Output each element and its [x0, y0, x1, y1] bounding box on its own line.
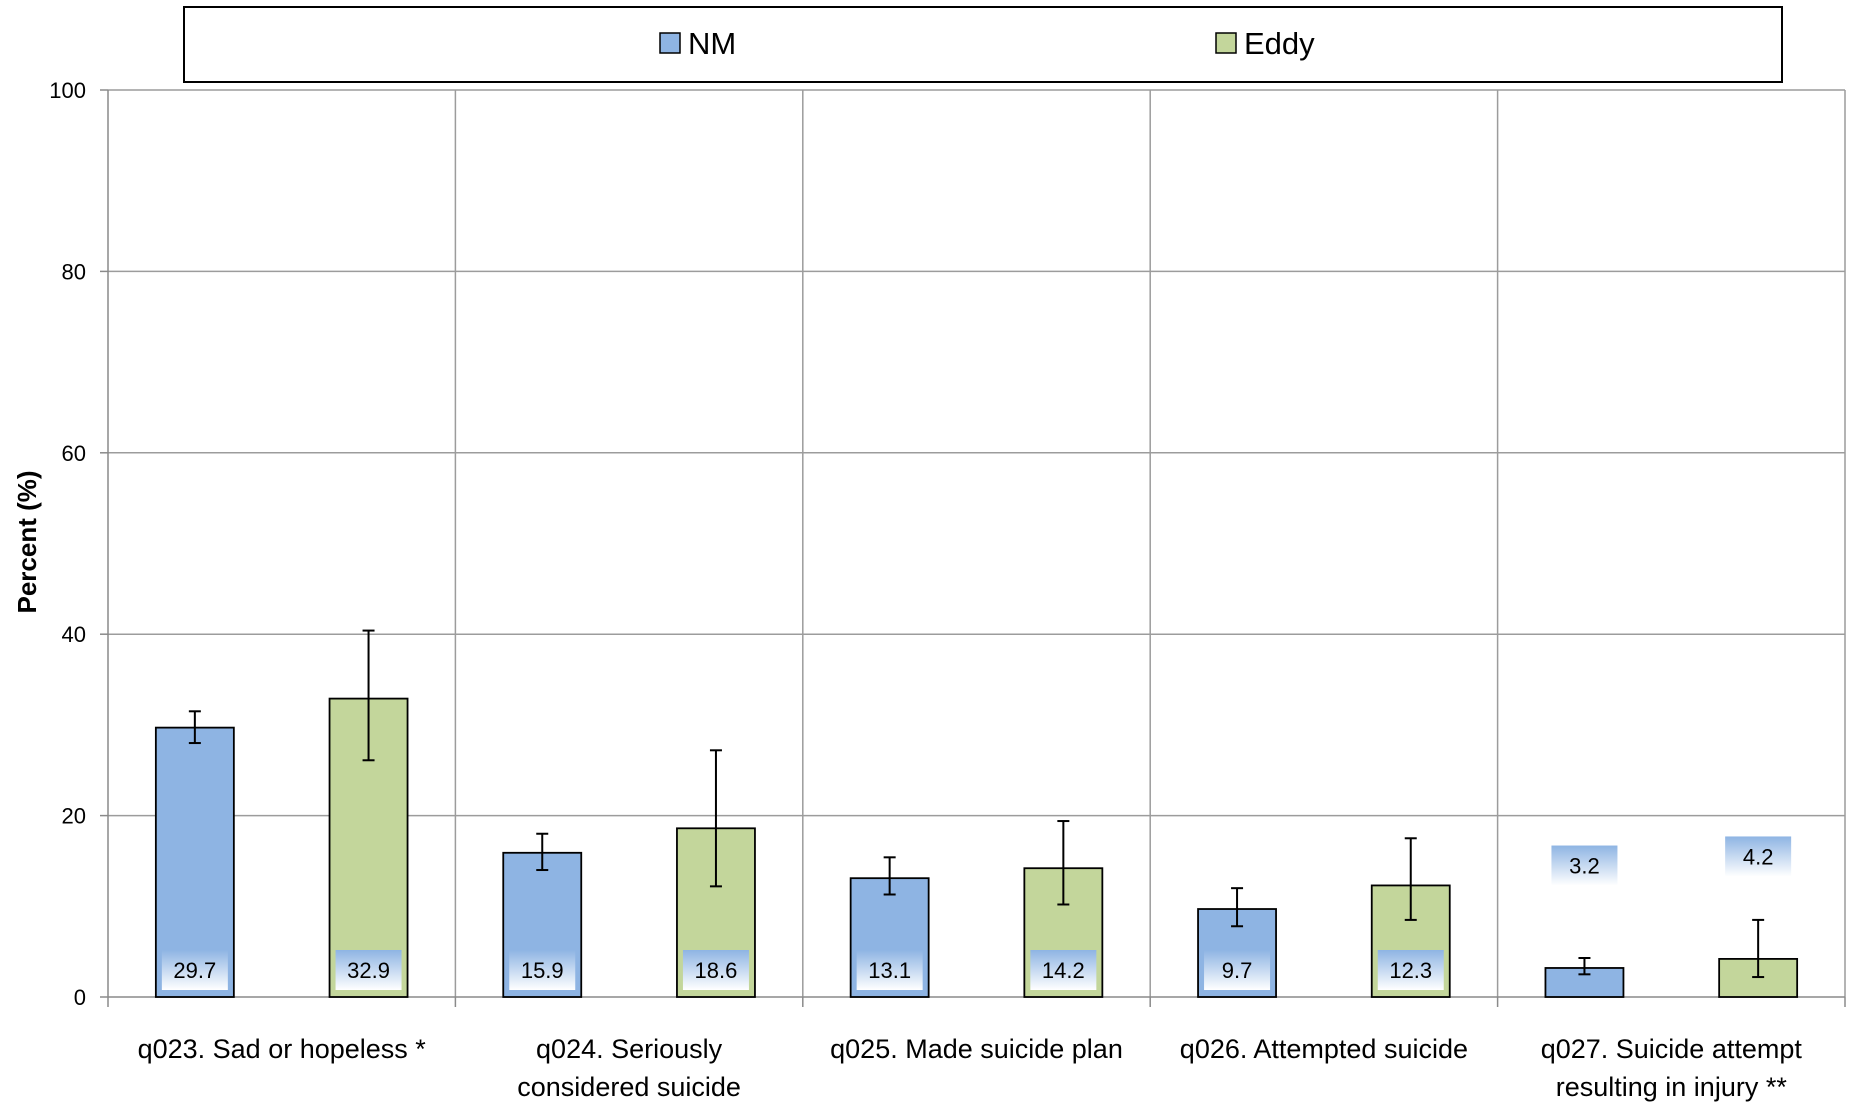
- x-category-label: considered suicide: [517, 1072, 741, 1102]
- data-label-text: 29.7: [173, 958, 216, 983]
- data-label-text: 13.1: [868, 958, 911, 983]
- y-tick-label: 20: [62, 804, 86, 829]
- data-label-eddy: 32.9: [335, 950, 402, 990]
- y-tick-label: 100: [49, 78, 86, 103]
- y-axis-label: Percent (%): [12, 470, 42, 613]
- data-label-text: 12.3: [1389, 958, 1432, 983]
- y-tick-label: 80: [62, 259, 86, 284]
- data-label-text: 3.2: [1569, 854, 1600, 879]
- x-category-label: resulting in injury **: [1556, 1072, 1788, 1102]
- legend-label-eddy: Eddy: [1244, 26, 1315, 61]
- data-label-eddy: 18.6: [682, 950, 749, 990]
- data-label-nm: 9.7: [1204, 950, 1271, 990]
- legend-box: [183, 6, 1783, 83]
- data-label-eddy: 14.2: [1030, 950, 1097, 990]
- data-label-nm: 13.1: [856, 950, 923, 990]
- data-label-text: 32.9: [347, 958, 390, 983]
- data-label-background: [509, 950, 576, 990]
- data-label-background: [1377, 950, 1444, 990]
- data-label-background: [856, 950, 923, 990]
- y-tick-label: 0: [74, 985, 86, 1010]
- gridlines: [108, 89, 1846, 997]
- x-category-label: q026. Attempted suicide: [1180, 1034, 1468, 1064]
- legend-swatch-nm: [659, 32, 681, 54]
- legend-swatch-eddy: [1215, 32, 1237, 54]
- bars: [154, 629, 1799, 998]
- x-category-label: q024. Seriously: [536, 1034, 723, 1064]
- x-category-label: q027. Suicide attempt: [1541, 1034, 1803, 1064]
- data-label-eddy: 4.2: [1725, 836, 1792, 877]
- data-label-nm: 29.7: [161, 950, 228, 990]
- x-category-label: q023. Sad or hopeless *: [138, 1034, 427, 1064]
- data-label-eddy: 12.3: [1377, 950, 1444, 990]
- data-label-background: [1204, 950, 1271, 990]
- axes: 0 20 40 60 80 100 q023. Sad or hopeless * q024.…: [49, 78, 1846, 1102]
- y-tick-label: 60: [62, 441, 86, 466]
- data-label-text: 9.7: [1222, 958, 1253, 983]
- data-label-background: [1725, 836, 1792, 877]
- data-label-nm: 15.9: [509, 950, 576, 990]
- data-label-background: [161, 950, 228, 990]
- x-category-label: q025. Made suicide plan: [830, 1034, 1123, 1064]
- data-label-text: 15.9: [521, 958, 564, 983]
- data-label-text: 18.6: [695, 958, 738, 983]
- legend: NM Eddy: [183, 6, 1783, 83]
- data-label-text: 4.2: [1743, 844, 1774, 869]
- data-label-text: 14.2: [1042, 958, 1085, 983]
- data-label-background: [682, 950, 749, 990]
- data-label-background: [335, 950, 402, 990]
- y-tick-label: 40: [62, 622, 86, 647]
- data-labels: 29.7 15.9 13.1 9.7 3.2 32.9 18.6 14.2 12.3 4.2: [161, 836, 1792, 990]
- data-label-background: [1030, 950, 1097, 990]
- data-label-nm: 3.2: [1551, 845, 1618, 886]
- legend-label-nm: NM: [688, 26, 736, 61]
- data-label-background: [1551, 845, 1618, 886]
